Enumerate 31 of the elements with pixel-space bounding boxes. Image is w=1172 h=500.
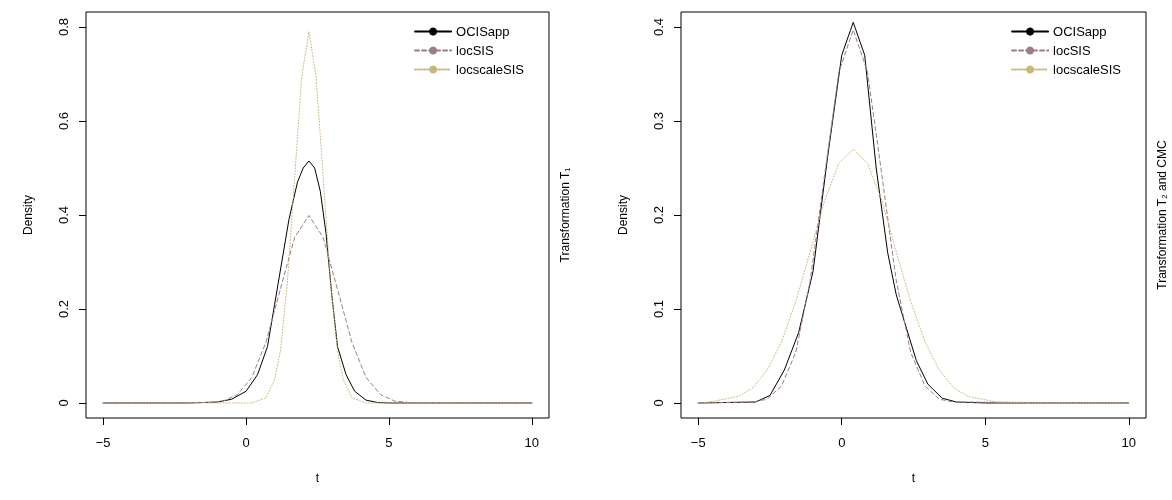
y-tick-label: 0.2 <box>56 299 71 319</box>
legend-label: OCISapp <box>456 24 510 39</box>
x-axis-title: t <box>911 471 916 485</box>
x-tick-label: 5 <box>981 435 989 450</box>
y-tick-label: 0.1 <box>651 299 666 319</box>
x-axis-title: t <box>315 471 320 485</box>
y-axis-title: Density <box>616 194 630 236</box>
x-tick-label: 0 <box>242 435 250 450</box>
y-tick-label: 0.8 <box>56 18 71 37</box>
line-series <box>697 148 1130 404</box>
y2-axis-title: Transformation T₂ and CMC <box>1155 139 1169 290</box>
y-tick-label: 0.3 <box>651 111 666 131</box>
y-tick-label: 0 <box>56 399 71 407</box>
y-tick-label: 0.4 <box>651 18 666 37</box>
x-tick-label: 10 <box>524 435 540 450</box>
y-tick-label: 0.4 <box>56 205 71 225</box>
y-tick-label: 0.2 <box>651 205 666 225</box>
legend-label: locscaleSIS <box>1053 62 1122 77</box>
x-tick-label: 0 <box>838 435 846 450</box>
legend-label: locSIS <box>456 43 494 58</box>
legend-label: locscaleSIS <box>456 62 525 77</box>
legend-label: OCISapp <box>1053 24 1107 39</box>
x-tick-label: −5 <box>95 435 111 450</box>
y-tick-label: 0 <box>651 399 666 407</box>
y-axis-title: Density <box>21 194 35 236</box>
legend-label: locSIS <box>1053 43 1091 58</box>
x-tick-label: 10 <box>1121 435 1137 450</box>
y2-axis-title: Transformation T₁ <box>558 167 572 263</box>
x-tick-label: 5 <box>385 435 393 450</box>
x-tick-label: −5 <box>690 435 706 450</box>
y-tick-label: 0.6 <box>56 111 71 131</box>
